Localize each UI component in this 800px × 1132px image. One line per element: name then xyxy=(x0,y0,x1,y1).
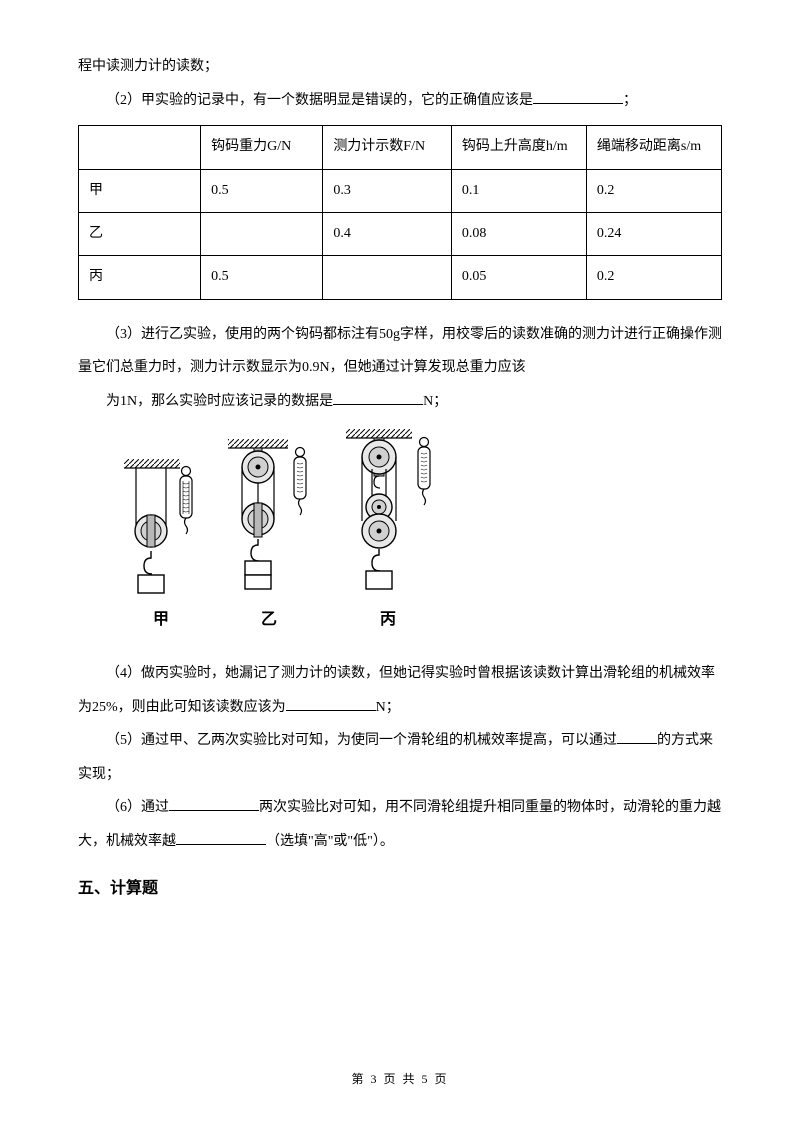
question-3-line2: 为1N，那么实验时应该记录的数据是 N； xyxy=(78,385,722,419)
q6-blank1 xyxy=(169,796,259,811)
experiment-table: 钩码重力G/N 测力计示数F/N 钩码上升高度h/m 绳端移动距离s/m 甲 0… xyxy=(78,125,722,300)
fig-label-jia: 甲 xyxy=(124,601,198,639)
page-footer: 第 3 页 共 5 页 xyxy=(0,1065,800,1094)
table-header-row: 钩码重力G/N 测力计示数F/N 钩码上升高度h/m 绳端移动距离s/m xyxy=(79,126,722,169)
td: 甲 xyxy=(79,169,201,212)
section-5-title: 五、计算题 xyxy=(78,870,722,908)
td: 0.5 xyxy=(201,256,323,299)
pulley-figures: 甲 xyxy=(124,429,722,639)
td: 乙 xyxy=(79,212,201,255)
td: 丙 xyxy=(79,256,201,299)
fig-label-bing: 丙 xyxy=(340,601,436,639)
figure-yi: 乙 xyxy=(224,439,314,639)
question-5: （5）通过甲、乙两次实验比对可知，为使同一个滑轮组的机械效率提高，可以通过的方式… xyxy=(78,724,722,791)
figure-bing: 丙 xyxy=(340,429,436,639)
figure-jia: 甲 xyxy=(124,459,198,639)
q3-blank xyxy=(333,390,423,405)
th-0 xyxy=(79,126,201,169)
table-row: 丙 0.5 0.05 0.2 xyxy=(79,256,722,299)
td: 0.08 xyxy=(451,212,586,255)
td xyxy=(323,256,452,299)
intro-line: 程中读测力计的读数； xyxy=(78,50,722,84)
table-row: 乙 0.4 0.08 0.24 xyxy=(79,212,722,255)
question-2: （2）甲实验的记录中，有一个数据明显是错误的，它的正确值应该是 ； xyxy=(78,84,722,118)
q3-l2b: N； xyxy=(423,394,447,409)
q3-l2a: 为1N，那么实验时应该记录的数据是 xyxy=(106,394,333,409)
q4-b: N； xyxy=(376,700,400,715)
th-1: 钩码重力G/N xyxy=(201,126,323,169)
q5-blank xyxy=(617,729,657,744)
question-4: （4）做丙实验时，她漏记了测力计的读数，但她记得实验时曾根据该读数计算出滑轮组的… xyxy=(78,657,722,724)
q2-suffix: ； xyxy=(623,93,637,108)
th-3: 钩码上升高度h/m xyxy=(451,126,586,169)
th-2: 测力计示数F/N xyxy=(323,126,452,169)
th-4: 绳端移动距离s/m xyxy=(586,126,721,169)
td: 0.5 xyxy=(201,169,323,212)
fig-label-yi: 乙 xyxy=(224,601,314,639)
td: 0.3 xyxy=(323,169,452,212)
td: 0.2 xyxy=(586,169,721,212)
q6-a: （6）通过 xyxy=(106,800,169,815)
td xyxy=(201,212,323,255)
question-3-line1: （3）进行乙实验，使用的两个钩码都标注有50g字样，用校零后的读数准确的测力计进… xyxy=(78,318,722,385)
td: 0.2 xyxy=(586,256,721,299)
q4-blank xyxy=(286,695,376,710)
q2-blank xyxy=(533,88,623,103)
td: 0.05 xyxy=(451,256,586,299)
table-row: 甲 0.5 0.3 0.1 0.2 xyxy=(79,169,722,212)
q6-c: （选填"高"或"低"）。 xyxy=(266,834,394,849)
td: 0.4 xyxy=(323,212,452,255)
td: 0.1 xyxy=(451,169,586,212)
q6-blank2 xyxy=(176,830,266,845)
q2-prefix: （2）甲实验的记录中，有一个数据明显是错误的，它的正确值应该是 xyxy=(106,93,533,108)
td: 0.24 xyxy=(586,212,721,255)
question-6: （6）通过两次实验比对可知，用不同滑轮组提升相同重量的物体时，动滑轮的重力越大，… xyxy=(78,791,722,858)
q5-a: （5）通过甲、乙两次实验比对可知，为使同一个滑轮组的机械效率提高，可以通过 xyxy=(106,733,617,748)
